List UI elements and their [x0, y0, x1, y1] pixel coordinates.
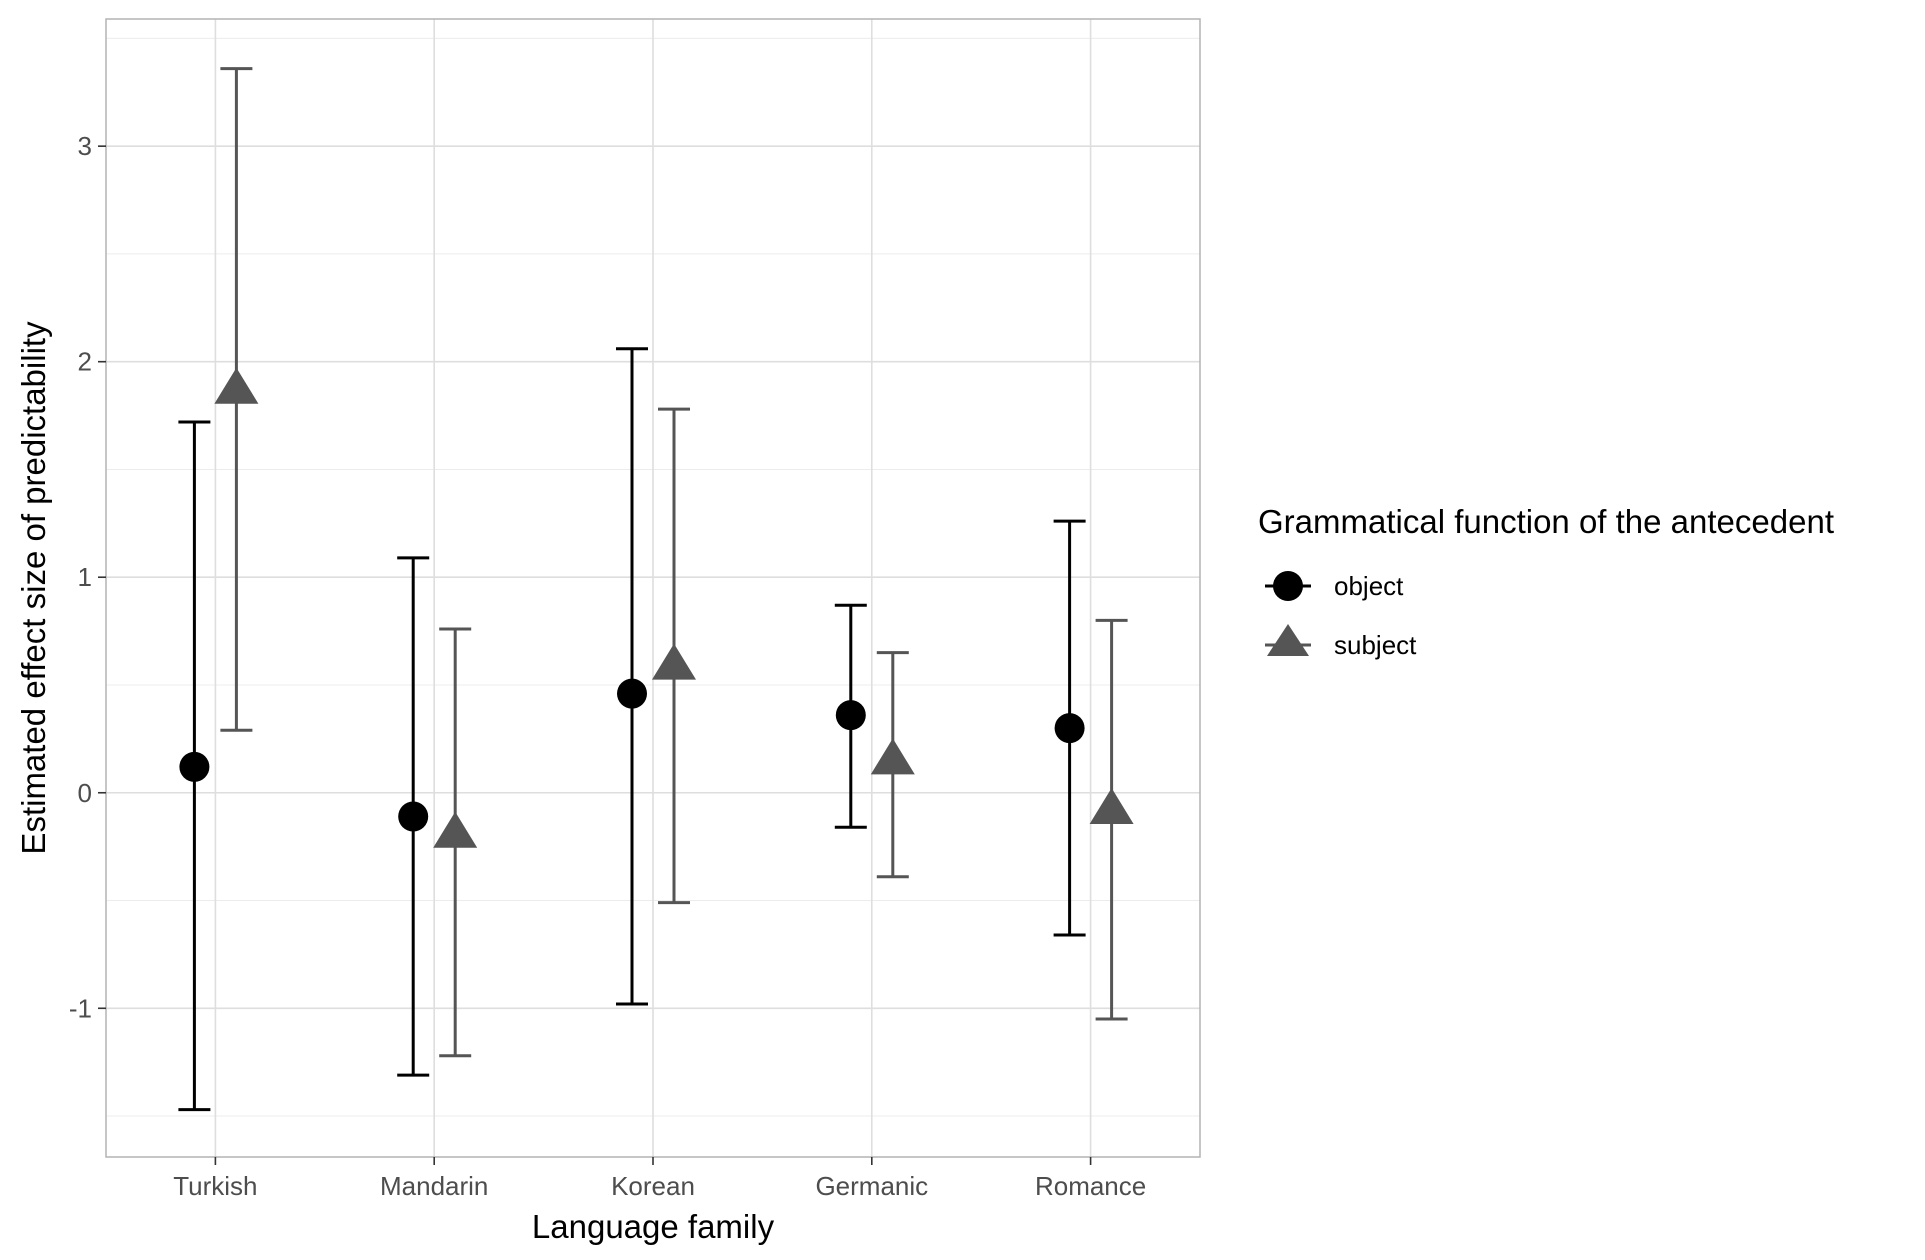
point-object [617, 678, 647, 709]
grid-layer [106, 19, 1200, 1157]
point-object [179, 751, 210, 782]
point-object [398, 801, 429, 832]
legend-key-subject-triangle [1267, 624, 1309, 656]
x-tick-label: Germanic [815, 1171, 928, 1201]
y-tick-label: 2 [78, 347, 92, 377]
y-axis-title: Estimated effect size of predictability [15, 321, 52, 855]
x-tick-label: Mandarin [380, 1171, 488, 1201]
point-subject [870, 738, 915, 775]
legend-item-object: object [1265, 571, 1404, 601]
ticks-layer: -1 0 1 2 3 Turkish Mandarin Korean Germanic Roman… [69, 131, 1146, 1201]
legend: Grammatical function of the antecedent o… [1258, 503, 1834, 660]
point-object [835, 700, 866, 731]
x-tick-label: Korean [611, 1171, 695, 1201]
legend-label-subject: subject [1334, 630, 1417, 660]
y-tick-label: 0 [78, 778, 92, 808]
x-tick-label: Turkish [173, 1171, 257, 1201]
legend-title: Grammatical function of the antecedent [1258, 503, 1834, 540]
x-tick-label: Romance [1035, 1171, 1146, 1201]
marks-layer [178, 67, 1134, 1112]
x-axis-title: Language family [532, 1208, 775, 1245]
legend-item-subject: subject [1265, 624, 1417, 660]
point-subject [433, 811, 478, 848]
legend-key-object-circle [1273, 571, 1303, 601]
y-tick-label: 3 [78, 131, 92, 161]
point-object [1054, 713, 1085, 744]
legend-label-object: object [1334, 571, 1404, 601]
y-tick-label: -1 [69, 993, 92, 1023]
y-tick-label: 1 [78, 562, 92, 592]
point-subject [652, 643, 696, 680]
point-subject [1089, 787, 1134, 824]
point-subject [214, 367, 259, 404]
